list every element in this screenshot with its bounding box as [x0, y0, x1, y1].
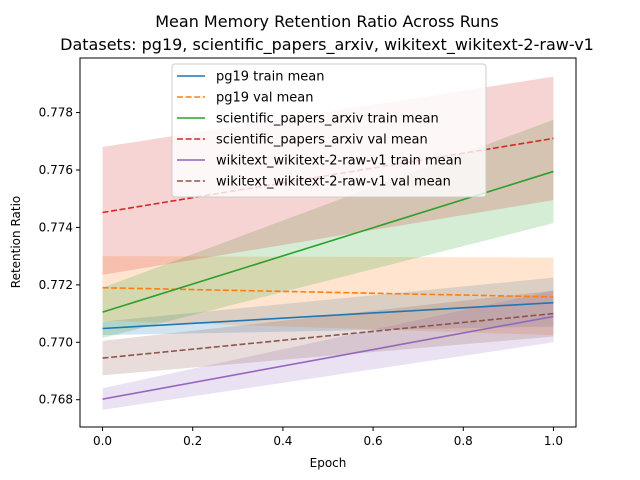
- y-tick-label: 0.772: [39, 278, 73, 292]
- series-line-5: [102, 312, 554, 359]
- x-tick-label: 0.2: [183, 434, 202, 448]
- x-tick-label: 0.8: [454, 434, 473, 448]
- x-axis: 0.0 0.2 0.4 0.6 0.8 1.0: [93, 427, 563, 448]
- y-tick-label: 0.776: [39, 163, 73, 177]
- y-tick-label: 0.768: [39, 393, 73, 407]
- x-tick-label: 0.6: [364, 434, 383, 448]
- legend-label-1: pg19 val mean: [216, 91, 313, 106]
- y-tick-label: 0.778: [39, 106, 73, 120]
- y-tick-label: 0.774: [39, 220, 73, 234]
- series-line-4: [102, 315, 554, 400]
- series-band-1: [102, 256, 554, 336]
- y-axis-label: Retention Ratio: [9, 196, 23, 288]
- y-axis: 0.768 0.770 0.772 0.774 0.776 0.778: [39, 106, 80, 407]
- series-band-5: [102, 290, 554, 376]
- chart-subtitle: Datasets: pg19, scientific_papers_arxiv,…: [60, 35, 594, 55]
- x-axis-label: Epoch: [310, 456, 347, 470]
- legend-label-0: pg19 train mean: [216, 70, 324, 85]
- series-band-4: [102, 290, 554, 410]
- series-line-0: [102, 301, 554, 330]
- x-tick-label: 1.0: [544, 434, 563, 448]
- plot-frame: [79, 57, 577, 428]
- y-tick-label: 0.770: [39, 335, 73, 349]
- chart-title: Mean Memory Retention Ratio Across Runs: [155, 12, 498, 31]
- x-tick-label: 0.4: [273, 434, 292, 448]
- legend-label-4: wikitext_wikitext-2-raw-v1 train mean: [216, 154, 462, 169]
- legend-label-2: scientific_papers_arxiv train mean: [216, 112, 439, 127]
- legend-label-3: scientific_papers_arxiv val mean: [216, 133, 428, 148]
- x-tick-label: 0.0: [93, 434, 112, 448]
- legend: pg19 train mean pg19 val mean scientific_p…: [171, 63, 487, 198]
- legend-label-5: wikitext_wikitext-2-raw-v1 val mean: [216, 175, 451, 190]
- series-line-1: [102, 286, 554, 298]
- legend-box: [171, 63, 487, 198]
- series-band-0: [102, 277, 554, 336]
